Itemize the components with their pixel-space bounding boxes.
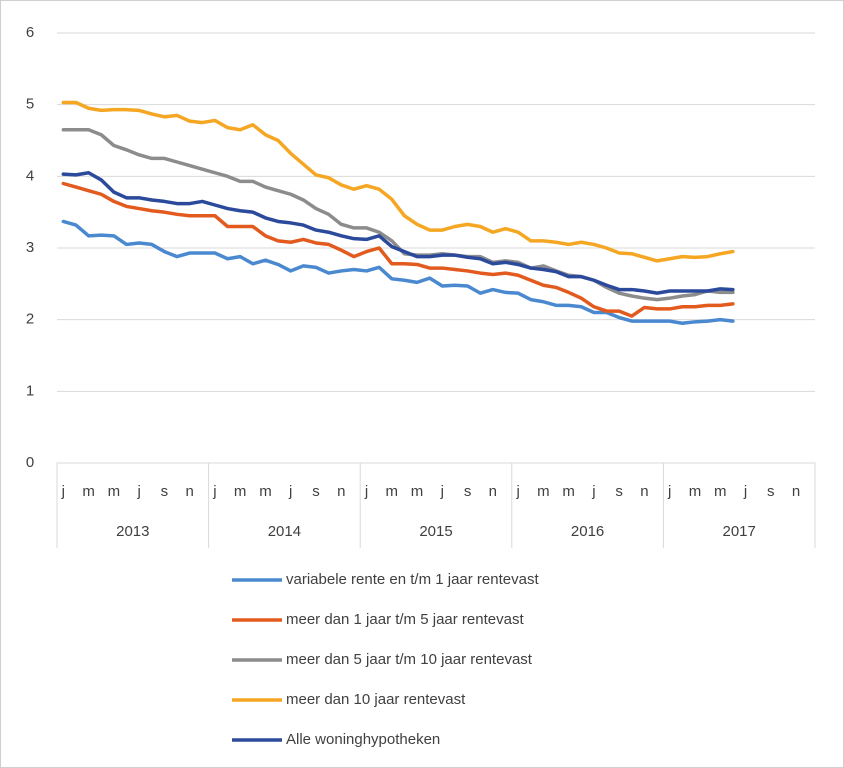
- legend-label: meer dan 10 jaar rentevast: [286, 691, 466, 708]
- y-tick-label: 4: [26, 167, 34, 184]
- x-tick-label: j: [515, 483, 519, 500]
- y-tick-label: 0: [26, 454, 34, 471]
- year-label: 2013: [116, 523, 149, 540]
- x-tick-label: m: [562, 483, 575, 500]
- x-tick-label: m: [537, 483, 550, 500]
- series-line: [61, 219, 735, 325]
- x-tick-label: n: [792, 483, 800, 500]
- x-tick-label: m: [689, 483, 702, 500]
- year-label: 2016: [571, 523, 604, 540]
- x-tick-label: j: [667, 483, 671, 500]
- x-tick-label: j: [364, 483, 368, 500]
- series-line: [61, 128, 735, 302]
- x-tick-label: j: [591, 483, 595, 500]
- x-tick-label: j: [288, 483, 292, 500]
- year-label: 2014: [268, 523, 301, 540]
- x-tick-label: s: [767, 483, 775, 500]
- series-line: [61, 100, 735, 263]
- x-tick-label: s: [312, 483, 320, 500]
- x-tick-label: m: [82, 483, 95, 500]
- x-tick-label: j: [136, 483, 140, 500]
- y-tick-label: 6: [26, 24, 34, 41]
- year-label: 2015: [419, 523, 452, 540]
- x-tick-label: m: [411, 483, 424, 500]
- x-tick-label: n: [337, 483, 345, 500]
- x-tick-label: j: [212, 483, 216, 500]
- y-tick-label: 3: [26, 239, 34, 256]
- x-tick-label: s: [161, 483, 169, 500]
- legend-label: Alle woninghypotheken: [286, 731, 440, 748]
- y-tick-label: 2: [26, 311, 34, 328]
- x-tick-label: s: [615, 483, 623, 500]
- x-tick-label: m: [714, 483, 727, 500]
- x-tick-label: j: [743, 483, 747, 500]
- legend-label: variabele rente en t/m 1 jaar rentevast: [286, 571, 539, 588]
- x-tick-label: j: [440, 483, 444, 500]
- x-tick-label: s: [464, 483, 472, 500]
- x-tick-label: n: [185, 483, 193, 500]
- year-label: 2017: [723, 523, 756, 540]
- series-line: [61, 171, 735, 295]
- legend-label: meer dan 5 jaar t/m 10 jaar rentevast: [286, 651, 533, 668]
- series-line: [61, 181, 735, 318]
- x-tick-label: m: [108, 483, 121, 500]
- y-tick-label: 1: [26, 382, 34, 399]
- x-tick-label: n: [489, 483, 497, 500]
- legend-label: meer dan 1 jaar t/m 5 jaar rentevast: [286, 611, 524, 628]
- x-tick-label: m: [234, 483, 247, 500]
- y-tick-label: 5: [26, 96, 34, 113]
- x-tick-label: n: [640, 483, 648, 500]
- x-tick-label: j: [61, 483, 65, 500]
- x-tick-label: m: [386, 483, 399, 500]
- x-tick-label: m: [259, 483, 272, 500]
